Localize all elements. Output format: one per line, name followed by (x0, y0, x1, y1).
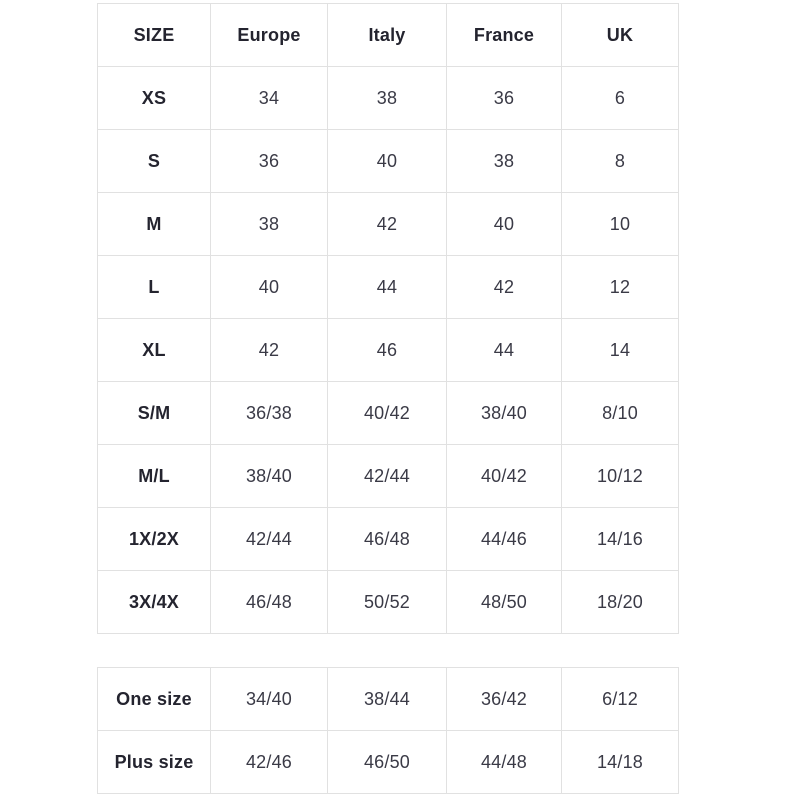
table-row-xl: XL 42 46 44 14 (97, 318, 679, 382)
table-cell: 38/44 (327, 667, 447, 731)
table-cell: 44/48 (446, 730, 562, 794)
table-row-s: S 36 40 38 8 (97, 129, 679, 193)
table-cell: 12 (561, 255, 679, 319)
table-cell: 44 (446, 318, 562, 382)
table-row-l: L 40 44 42 12 (97, 255, 679, 319)
table-row-one-size: One size 34/40 38/44 36/42 6/12 (97, 667, 679, 731)
table-cell: 40 (210, 255, 328, 319)
table-cell: 36 (446, 66, 562, 130)
table-cell: 6/12 (561, 667, 679, 731)
table-cell: 44 (327, 255, 447, 319)
row-label: S/M (97, 381, 211, 445)
table-cell: 14 (561, 318, 679, 382)
table-cell: 40/42 (327, 381, 447, 445)
table-row-sm: S/M 36/38 40/42 38/40 8/10 (97, 381, 679, 445)
table-row-ml: M/L 38/40 42/44 40/42 10/12 (97, 444, 679, 508)
column-header-uk: UK (561, 3, 679, 67)
table-cell: 46/50 (327, 730, 447, 794)
table-cell: 50/52 (327, 570, 447, 634)
table-cell: 10 (561, 192, 679, 256)
column-header-europe: Europe (210, 3, 328, 67)
table-cell: 42 (327, 192, 447, 256)
table-cell: 42/46 (210, 730, 328, 794)
table-cell: 6 (561, 66, 679, 130)
table-cell: 36 (210, 129, 328, 193)
table-row-1x2x: 1X/2X 42/44 46/48 44/46 14/16 (97, 507, 679, 571)
row-label: XS (97, 66, 211, 130)
table-cell: 8/10 (561, 381, 679, 445)
table-cell: 34 (210, 66, 328, 130)
table-cell: 46/48 (210, 570, 328, 634)
row-label: One size (97, 667, 211, 731)
table-cell: 42 (210, 318, 328, 382)
table-cell: 38 (210, 192, 328, 256)
row-label: XL (97, 318, 211, 382)
table-cell: 36/38 (210, 381, 328, 445)
table-cell: 42/44 (327, 444, 447, 508)
table-cell: 40/42 (446, 444, 562, 508)
table-cell: 42/44 (210, 507, 328, 571)
row-label: 3X/4X (97, 570, 211, 634)
table-cell: 8 (561, 129, 679, 193)
table-cell: 14/18 (561, 730, 679, 794)
one-size-plus-size-table: One size 34/40 38/44 36/42 6/12 Plus siz… (97, 667, 679, 794)
table-cell: 38/40 (446, 381, 562, 445)
size-conversion-table: SIZE Europe Italy France UK XS 34 38 36 … (97, 3, 679, 634)
table-cell: 36/42 (446, 667, 562, 731)
table-cell: 40 (446, 192, 562, 256)
row-label: S (97, 129, 211, 193)
table-cell: 46/48 (327, 507, 447, 571)
table-cell: 38 (446, 129, 562, 193)
table-cell: 10/12 (561, 444, 679, 508)
column-header-italy: Italy (327, 3, 447, 67)
row-label: Plus size (97, 730, 211, 794)
row-label: L (97, 255, 211, 319)
table-row-plus-size: Plus size 42/46 46/50 44/48 14/18 (97, 730, 679, 794)
row-label: M (97, 192, 211, 256)
table-cell: 38/40 (210, 444, 328, 508)
table-cell: 38 (327, 66, 447, 130)
table-cell: 18/20 (561, 570, 679, 634)
table-cell: 46 (327, 318, 447, 382)
header-row: SIZE Europe Italy France UK (97, 3, 679, 67)
column-header-france: France (446, 3, 562, 67)
table-cell: 14/16 (561, 507, 679, 571)
row-label: 1X/2X (97, 507, 211, 571)
table-row-m: M 38 42 40 10 (97, 192, 679, 256)
table-cell: 42 (446, 255, 562, 319)
row-label: M/L (97, 444, 211, 508)
table-cell: 44/46 (446, 507, 562, 571)
table-row-3x4x: 3X/4X 46/48 50/52 48/50 18/20 (97, 570, 679, 634)
table-cell: 34/40 (210, 667, 328, 731)
table-cell: 40 (327, 129, 447, 193)
column-header-size: SIZE (97, 3, 211, 67)
table-cell: 48/50 (446, 570, 562, 634)
table-row-xs: XS 34 38 36 6 (97, 66, 679, 130)
